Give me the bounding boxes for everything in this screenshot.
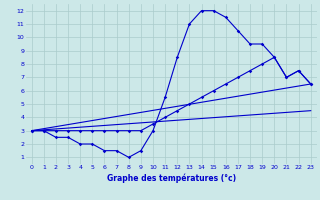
- X-axis label: Graphe des températures (°c): Graphe des températures (°c): [107, 173, 236, 183]
